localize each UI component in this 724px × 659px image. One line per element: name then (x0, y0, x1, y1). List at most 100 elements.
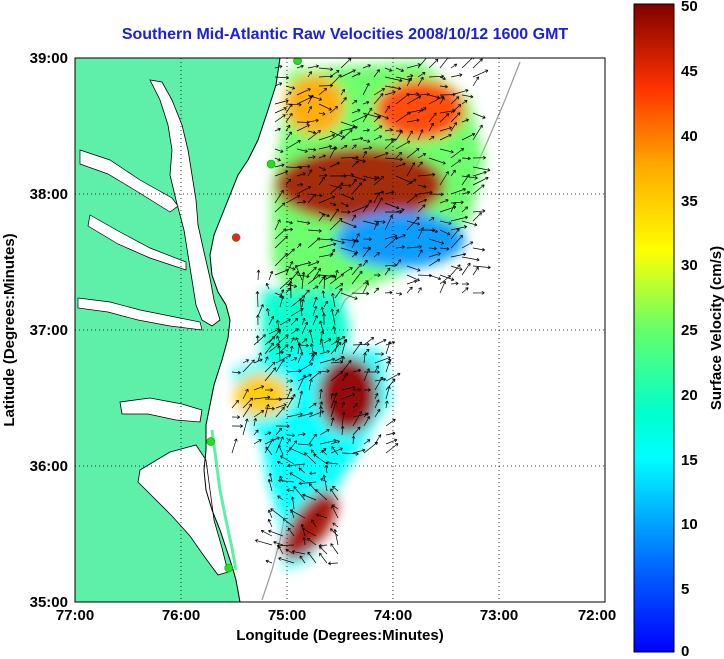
velocity-arrow (439, 76, 446, 81)
velocity-arrow (253, 358, 263, 364)
velocity-arrow (461, 241, 474, 249)
velocity-arrow (384, 76, 403, 83)
y-tick-label: 36:00 (30, 458, 68, 475)
velocity-arrow (318, 242, 337, 249)
velocity-arrow (299, 555, 306, 564)
velocity-arrow (374, 408, 381, 418)
velocity-arrow (406, 244, 422, 249)
river-potomac (79, 149, 179, 213)
velocity-arrow (277, 478, 295, 483)
velocity-arrow (302, 493, 317, 501)
velocity-arrow (450, 148, 465, 159)
velocity-arrow (385, 400, 389, 409)
velocity-arrow (362, 100, 370, 105)
velocity-arrow (297, 374, 306, 391)
velocity-arrow (242, 397, 254, 409)
velocity-arrow (363, 352, 367, 364)
velocity-arrow (417, 153, 427, 159)
velocity-arrow (242, 359, 250, 364)
velocity-arrow (351, 175, 367, 182)
velocity-arrow (318, 67, 334, 72)
velocity-arrow (267, 509, 273, 519)
velocity-arrow (384, 90, 396, 96)
velocity-arrow (450, 96, 460, 105)
velocity-arrow (351, 270, 363, 285)
velocity-arrow (406, 279, 418, 285)
velocity-arrow (257, 352, 262, 362)
velocity-arrow (289, 509, 306, 519)
velocity-arrow (341, 355, 345, 364)
velocity-arrow (331, 292, 336, 308)
speed-patch-southeast-slow (335, 212, 465, 268)
velocity-arrow (330, 488, 339, 501)
velocity-arrow (286, 412, 303, 418)
velocity-arrow (286, 393, 296, 409)
velocity-arrow (274, 107, 287, 114)
velocity-arrow (439, 84, 448, 89)
velocity-arrow (472, 212, 482, 222)
velocity-arrow (428, 252, 441, 258)
velocity-arrow (309, 343, 314, 353)
velocity-arrow (275, 436, 284, 454)
velocity-arrow (384, 290, 393, 295)
velocity-arrow (351, 99, 358, 105)
velocity-arrow (308, 483, 317, 492)
velocity-arrow (472, 69, 489, 78)
velocity-arrow (307, 147, 317, 152)
velocity-arrow (285, 85, 296, 90)
velocity-arrow (417, 76, 424, 87)
velocity-arrow (395, 208, 405, 213)
velocity-arrow (373, 251, 380, 258)
velocity-arrow (450, 104, 462, 114)
velocity-arrow (298, 298, 303, 317)
velocity-arrow (253, 417, 258, 427)
albemarle-sound (119, 397, 203, 423)
velocity-arrow (296, 182, 304, 187)
radar-station-marker (266, 159, 276, 169)
velocity-arrow (351, 160, 359, 168)
velocity-arrow (351, 435, 356, 445)
velocity-arrow (351, 157, 366, 163)
velocity-arrow (450, 200, 464, 205)
velocity-arrow (319, 448, 327, 454)
velocity-arrow (472, 58, 483, 69)
y-tick-label: 39:00 (30, 50, 68, 67)
velocity-arrow (296, 220, 311, 225)
velocity-arrow (373, 220, 386, 224)
velocity-arrow (313, 453, 328, 465)
velocity-arrow (274, 202, 286, 213)
velocity-arrow (325, 460, 339, 465)
velocity-arrow (253, 429, 259, 436)
colorbar-tick-label: 50 (681, 0, 698, 15)
velocity-arrow (406, 265, 421, 272)
river-james (77, 297, 203, 331)
velocity-arrow (253, 385, 265, 391)
speed-patch-hatteras-jet (282, 490, 338, 560)
velocity-arrow (352, 448, 366, 454)
velocity-arrow (268, 315, 275, 326)
velocity-arrow (417, 226, 425, 240)
velocity-arrow (296, 164, 311, 169)
velocity-arrow (341, 359, 352, 373)
velocity-arrow (330, 392, 338, 409)
velocity-arrow (395, 162, 406, 168)
velocity-arrow (406, 77, 412, 87)
velocity-arrow (289, 345, 294, 353)
velocity-arrow (384, 190, 395, 195)
velocity-arrow (286, 440, 298, 454)
velocity-arrow (395, 151, 403, 159)
velocity-arrow (256, 269, 261, 281)
chart-title: Southern Mid-Atlantic Raw Velocities 200… (122, 26, 569, 43)
velocity-arrow (264, 367, 277, 382)
velocity-arrow (297, 362, 314, 373)
velocity-arrow (288, 280, 293, 299)
velocity-arrow (322, 474, 328, 492)
velocity-arrow (288, 447, 306, 456)
velocity-arrow (340, 173, 355, 177)
velocity-arrow (265, 282, 270, 290)
velocity-arrow (362, 150, 367, 159)
velocity-arrow (332, 522, 339, 528)
velocity-arrow (351, 252, 358, 258)
velocity-arrow (319, 388, 323, 400)
